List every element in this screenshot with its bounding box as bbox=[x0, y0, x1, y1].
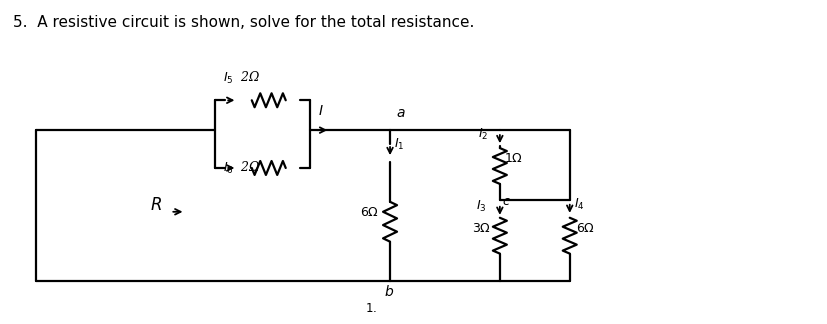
Text: $6Ω$: $6Ω$ bbox=[575, 222, 594, 235]
Text: 5.  A resistive circuit is shown, solve for the total resistance.: 5. A resistive circuit is shown, solve f… bbox=[12, 15, 474, 29]
Text: $R$: $R$ bbox=[151, 197, 162, 214]
Text: $I_1$: $I_1$ bbox=[394, 137, 404, 152]
Text: $a$: $a$ bbox=[395, 106, 405, 120]
Text: $1.$: $1.$ bbox=[365, 302, 376, 315]
Text: $3Ω$: $3Ω$ bbox=[471, 222, 490, 235]
Text: $I_6$  2Ω: $I_6$ 2Ω bbox=[223, 160, 261, 176]
Text: $I_3$: $I_3$ bbox=[476, 199, 486, 214]
Text: $I_4$: $I_4$ bbox=[573, 197, 584, 212]
Text: $I_2$: $I_2$ bbox=[477, 127, 488, 142]
Text: $b$: $b$ bbox=[384, 284, 394, 299]
Text: $I_5$  2Ω: $I_5$ 2Ω bbox=[223, 70, 261, 87]
Text: $I$: $I$ bbox=[318, 104, 323, 118]
Text: $c$: $c$ bbox=[501, 195, 510, 208]
Text: $1Ω$: $1Ω$ bbox=[504, 152, 523, 165]
Text: $6Ω$: $6Ω$ bbox=[360, 206, 379, 219]
